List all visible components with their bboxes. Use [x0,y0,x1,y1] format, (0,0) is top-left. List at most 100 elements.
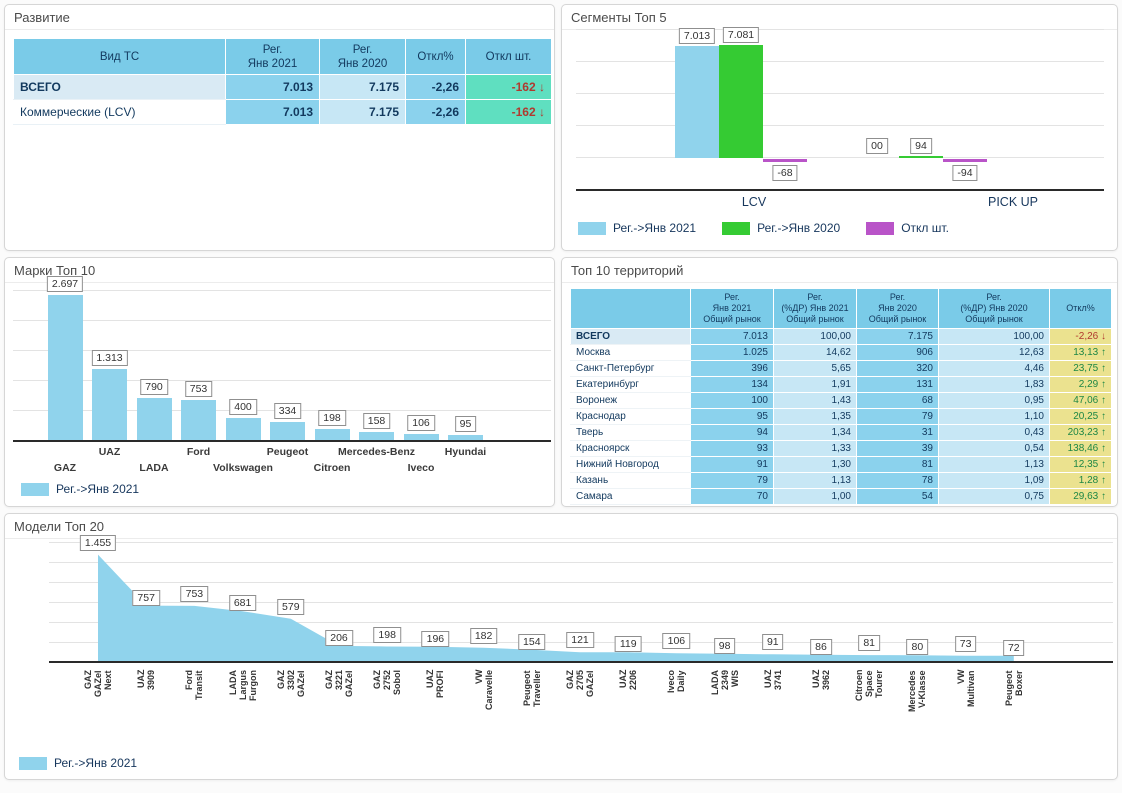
bar-GAZ[interactable] [47,295,83,440]
bar-Peugeot[interactable] [270,422,305,440]
table-row[interactable]: Нижний Новгород 91 1,30 81 1,13 12,35 ↑ [570,456,1112,473]
legend-item[interactable]: Рег.->Янв 2021 [21,482,139,496]
cell-reg-2020: 81 [856,456,939,473]
cell-reg-2020: 54 [856,488,939,505]
category-label-text: Citroen Space Tourer [854,670,885,702]
table-row[interactable]: Москва 1.025 14,62 906 12,63 13,13 ↑ [570,344,1112,361]
cell-share-2021: 1,30 [773,456,857,473]
panel-territories: Топ 10 территорий Рег. Янв 2021 Общий ры… [561,257,1118,507]
row-label: ВСЕГО [13,74,226,100]
gridline [49,602,1113,603]
value-label: 00 [866,138,888,154]
area-series[interactable] [98,554,1014,661]
category-label-text: UAZ 2206 [618,670,639,691]
bar-LADA[interactable] [136,397,172,440]
cell-share-2020: 12,63 [938,344,1050,361]
panel-title-models: Модели Топ 20 [5,514,1117,539]
cell-reg-2020: 320 [856,360,939,377]
category-label-text: Peugeot Boxer [1003,670,1024,706]
value-label: 81 [858,635,881,652]
header-row: Вид ТС Рег. Янв 2021 Рег. Янв 2020 Откл% Отк… [13,38,552,75]
cell-share-2021: 5,65 [773,360,857,377]
bar-Ford[interactable] [181,399,216,440]
x-axis [13,440,551,442]
value-label: 80 [906,639,929,656]
table-row[interactable]: Казань 79 1,13 78 1,09 1,28 ↑ [570,472,1112,489]
table-row[interactable]: Коммерческие (LCV) 7.013 7.175 -2,26 -162 ↓ [13,99,552,125]
bar-Откл шт.[interactable] [943,159,987,162]
cell-deviation-units: -162 ↓ [465,74,552,100]
brands-legend: Рег.->Янв 2021 [21,482,139,496]
category-label-text: Iveco Daily [666,670,687,694]
column-header: Откл шт. [465,38,552,75]
value-label: 790 [140,378,168,395]
category-label: UAZ PROFI [411,670,459,752]
bar-Откл шт.[interactable] [763,159,807,162]
cell-reg-jan-2020: 7.175 [319,74,406,100]
gridline [13,350,551,351]
cell-share-2020: 0,75 [938,488,1050,505]
category-label: LADA Largus Furgon [219,670,267,752]
bar-Citroen[interactable] [314,429,350,440]
arrow-up-icon: ↑ [1098,363,1106,374]
header-row: Рег. Янв 2021 Общий рынок Рег. (%ДР) Янв … [570,288,1112,329]
value-label: 86 [810,638,832,655]
bar-Рег.->Янв 2020[interactable] [899,156,943,158]
table-row[interactable]: Тверь 94 1,34 31 0,43 203,23 ↑ [570,424,1112,441]
cell-share-2021: 1,91 [773,376,857,393]
row-label: Екатеринбург [570,376,691,393]
table-row[interactable]: Екатеринбург 134 1,91 131 1,83 2,29 ↑ [570,376,1112,393]
cell-deviation-pct: -2,26 ↓ [1049,328,1112,345]
bar-Volkswagen[interactable] [225,418,261,440]
x-axis [576,189,1104,191]
table-row[interactable]: Красноярск 93 1,33 39 0,54 138,46 ↑ [570,440,1112,457]
row-label: Санкт-Петербург [570,360,691,377]
table-row[interactable]: ВСЕГО 7.013 100,00 7.175 100,00 -2,26 ↓ [570,328,1112,345]
category-label: Ford [186,446,211,458]
category-label-text: GAZ 2705 GAZel [565,670,595,697]
value-label: 121 [566,632,594,649]
gridline [576,157,1104,158]
table-row[interactable]: Самара 70 1,00 54 0,75 29,63 ↑ [570,488,1112,505]
legend-item[interactable]: Рег.->Янв 2021 [578,221,696,235]
cell-share-2020: 100,00 [938,328,1050,345]
arrow-down-icon: ↓ [535,80,545,94]
table-row[interactable]: ВСЕГО 7.013 7.175 -2,26 -162 ↓ [13,74,552,100]
bar-Iveco[interactable] [403,434,439,440]
cell-reg-2020: 39 [856,440,939,457]
bar-Рег.->Янв 2020[interactable] [719,44,763,158]
bar-Hyundai[interactable] [448,434,483,440]
legend-item[interactable]: Рег.->Янв 2021 [19,756,137,770]
table-row[interactable]: Краснодар 95 1,35 79 1,10 20,25 ↑ [570,408,1112,425]
row-label: Нижний Новгород [570,456,691,473]
bar-Рег.->Янв 2021[interactable] [675,46,719,158]
cell-reg-jan-2021: 7.013 [225,74,320,100]
cell-reg-2021: 95 [690,408,774,425]
row-label: Коммерческие (LCV) [13,99,226,125]
table-row[interactable]: Санкт-Петербург 396 5,65 320 4,46 23,75 ↑ [570,360,1112,377]
value-label: 2.697 [46,276,84,292]
segments-legend: Рег.->Янв 2021 Рег.->Янв 2020 Откл шт. [578,221,949,235]
cell-reg-2021: 7.013 [690,328,774,345]
cell-reg-2020: 78 [856,472,939,489]
legend-item[interactable]: Рег.->Янв 2020 [722,221,840,235]
category-label: Mercedes-Benz [337,446,416,458]
category-label: UAZ [98,446,121,458]
bar-UAZ[interactable] [92,369,127,440]
legend-swatch-icon [578,221,606,235]
cell-share-2020: 1,09 [938,472,1050,489]
cell-deviation-pct: 203,23 ↑ [1049,424,1112,441]
row-label: Краснодар [570,408,691,425]
category-label: VW Multivan [942,670,990,752]
value-label: 400 [229,399,257,416]
legend-item[interactable]: Откл шт. [866,221,949,235]
row-label: Красноярск [570,440,691,457]
table-row[interactable]: Воронеж 100 1,43 68 0,95 47,06 ↑ [570,392,1112,409]
bar-Mercedes-Benz[interactable] [359,431,394,440]
category-label: GAZ 2705 GAZel [556,670,604,752]
cell-reg-2020: 7.175 [856,328,939,345]
category-label: Volkswagen [213,462,273,474]
cell-deviation-pct: 2,29 ↑ [1049,376,1112,393]
category-label: GAZ 2752 Sobol [363,670,411,752]
category-label: Ford Transit [170,670,218,752]
